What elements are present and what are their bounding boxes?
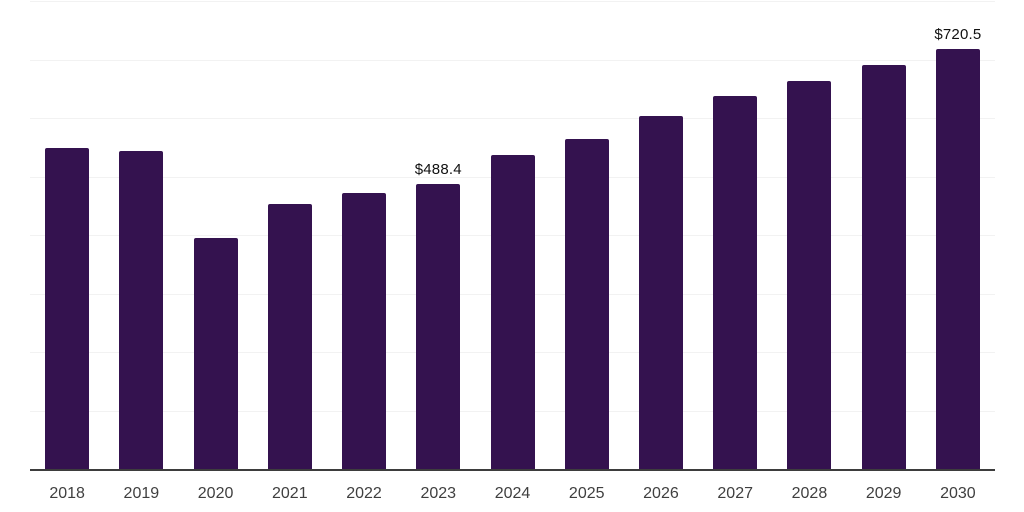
bar-2024: [490, 155, 535, 470]
x-tick-label-2023: 2023: [420, 485, 457, 502]
bar-2028: [787, 81, 832, 470]
data-label-2030: $720.5: [934, 25, 982, 43]
bar-2020: [193, 237, 238, 470]
bar-2030: [935, 48, 980, 470]
x-tick-label-2029: 2029: [865, 485, 902, 502]
bar-2023: [416, 184, 461, 470]
gridline-800: [30, 1, 995, 2]
plot-area: $488.4 $720.5: [30, 1, 995, 471]
bar-2026: [638, 116, 683, 470]
bars-layer: $488.4 $720.5: [30, 2, 995, 470]
x-tick-label-2028: 2028: [791, 485, 828, 502]
x-tick-label-2021: 2021: [272, 485, 308, 502]
data-label-2023: $488.4: [414, 161, 462, 179]
gridline-600: [30, 118, 995, 119]
bar-2029: [861, 65, 906, 470]
bar-2018: [45, 148, 90, 470]
gridline-700: [30, 59, 995, 61]
x-tick-label-2025: 2025: [568, 485, 605, 502]
bar-2025: [564, 138, 609, 470]
bar-2019: [119, 150, 164, 470]
x-tick-label-2019: 2019: [123, 485, 160, 502]
x-tick-label-2022: 2022: [346, 485, 382, 502]
x-tick-label-2020: 2020: [197, 485, 234, 502]
bar-2027: [713, 96, 758, 470]
x-tick-label-2026: 2026: [643, 485, 679, 502]
x-tick-label-2030: 2030: [940, 485, 976, 502]
x-tick-label-2027: 2027: [717, 485, 753, 502]
x-axis-line: [30, 469, 995, 471]
x-axis-labels: 2018 2019 2020 2021 2022 2023 2024 2025 2026 2027…: [30, 484, 995, 504]
x-tick-label-2018: 2018: [49, 485, 85, 502]
x-tick-label-2024: 2024: [494, 485, 531, 502]
bar-2022: [342, 193, 387, 470]
bar-2021: [267, 204, 312, 470]
